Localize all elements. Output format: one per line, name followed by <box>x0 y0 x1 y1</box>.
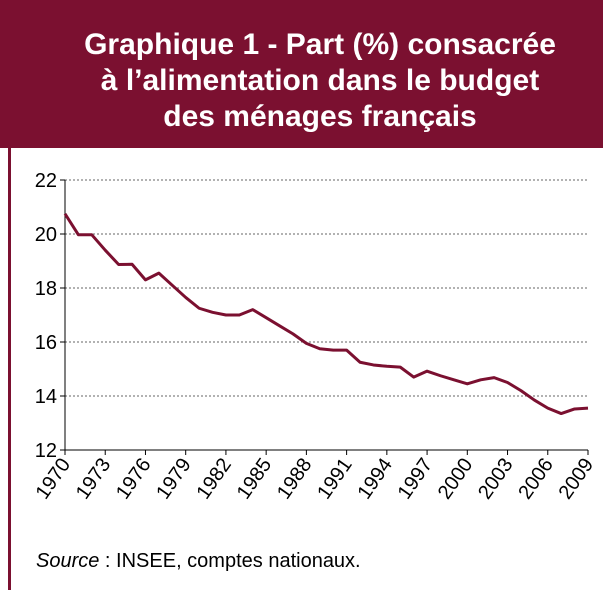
line <box>63 212 589 416</box>
y-tick-label: 22 <box>35 170 57 192</box>
y-tick-label: 16 <box>35 332 57 354</box>
left-border <box>8 148 11 590</box>
y-tick-label: 18 <box>35 278 57 300</box>
y-tick-label: 20 <box>35 224 57 246</box>
source: Source : INSEE, comptes nationaux. <box>36 550 361 572</box>
y-tick-label: 14 <box>35 386 57 408</box>
source-label: Source <box>36 550 99 572</box>
chart-title: à l’alimentation dans le budget <box>101 64 539 97</box>
source-text: : INSEE, comptes nationaux. <box>99 550 360 572</box>
y-tick-label: 12 <box>35 440 57 462</box>
chart-title: des ménages français <box>163 100 477 133</box>
chart-title: Graphique 1 - Part (%) consacrée <box>84 28 556 61</box>
title-banner <box>0 0 603 148</box>
